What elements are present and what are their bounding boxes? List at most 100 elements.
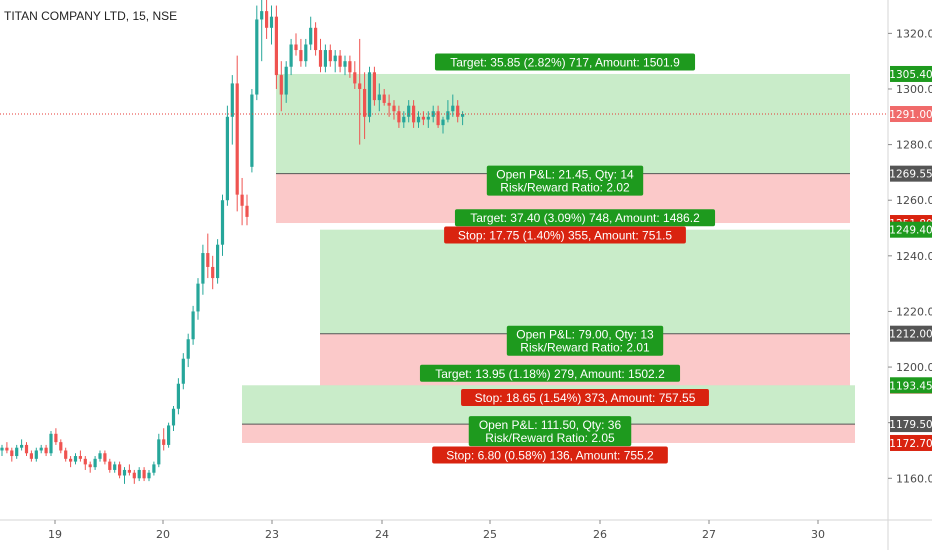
candle-body: [338, 55, 342, 67]
candle-body: [34, 450, 38, 459]
candle-body: [392, 105, 396, 112]
stop-label: Stop: 17.75 (1.40%) 355, Amount: 751.5: [444, 226, 686, 244]
candle-body: [191, 311, 195, 340]
stop-label-text: Stop: 18.65 (1.54%) 373, Amount: 757.55: [475, 391, 696, 405]
entry-price-tag-text: 1212.00: [889, 329, 932, 341]
x-tick-label: 23: [265, 528, 279, 541]
candle-body: [49, 433, 53, 454]
x-tick-label: 20: [156, 528, 170, 541]
target-price-tag: 1249.40: [889, 221, 932, 238]
candle-body: [426, 116, 430, 120]
target-label-bg: [419, 364, 681, 382]
stop-label-text: Stop: 6.80 (0.58%) 136, Amount: 755.2: [446, 448, 654, 462]
y-tick-label: 1160.00: [896, 472, 932, 485]
entry-price-tag-bg: [890, 165, 932, 182]
candle-body: [98, 453, 102, 459]
target-price-tag-text: 1305.40: [889, 69, 932, 81]
pl-label-text: Open P&L: 21.45, Qty: 14: [496, 168, 634, 182]
candle-body: [269, 16, 274, 28]
candle-body: [328, 50, 332, 62]
stop-label: Stop: 18.65 (1.54%) 373, Amount: 757.55: [461, 389, 709, 407]
candle-body: [235, 83, 239, 195]
candle-body: [318, 50, 323, 67]
candle-body: [216, 244, 220, 279]
target-price-tag: 1305.40: [889, 65, 932, 82]
candle-body: [446, 111, 450, 120]
candle-body: [456, 105, 460, 117]
target-price-tag-text: 1249.40: [889, 225, 932, 237]
candle-body: [113, 464, 117, 470]
candle-body: [382, 94, 386, 103]
x-tick-label: 27: [702, 528, 716, 541]
candle-body: [387, 102, 391, 106]
entry-price-tag-text: 1179.50: [889, 419, 932, 431]
target-label-text: Target: 13.95 (1.18%) 279, Amount: 1502.…: [435, 367, 665, 381]
candle-body: [220, 200, 225, 245]
entry-price-tag: 1179.50: [889, 416, 932, 433]
y-tick-label: 1260.00: [896, 194, 932, 207]
target-price-tag-bg: [890, 377, 932, 394]
candle-body: [127, 469, 131, 473]
candle-body: [73, 456, 78, 462]
pl-label-text: Open P&L: 111.50, Qty: 36: [479, 418, 622, 432]
candle-body: [108, 461, 112, 470]
target-label: Target: 35.85 (2.82%) 717, Amount: 1501.…: [434, 53, 696, 71]
stop-label-text: Stop: 17.75 (1.40%) 355, Amount: 751.5: [458, 229, 672, 243]
candle-body: [309, 27, 313, 45]
candle-body: [24, 444, 29, 454]
candle-body: [186, 339, 190, 359]
candle-body: [416, 116, 421, 123]
candle-body: [230, 83, 234, 117]
candle-body: [294, 44, 298, 51]
pl-label-bg: [506, 325, 664, 356]
y-tick-label: 1320.00: [896, 27, 932, 40]
candle-body: [206, 253, 210, 267]
candle-body: [314, 27, 318, 51]
candle-body: [436, 111, 440, 126]
chart-title: TITAN COMPANY LTD, 15, NSE: [4, 9, 178, 23]
pl-label-bg: [486, 165, 644, 196]
candle-body: [118, 464, 122, 476]
candle-body: [333, 55, 337, 62]
candle-body: [54, 433, 58, 443]
entry-price-tag: 1212.00: [889, 325, 932, 342]
candle-body: [171, 408, 176, 426]
candle-body: [260, 11, 264, 20]
x-tick-label: 26: [593, 528, 607, 541]
candle-body: [20, 444, 24, 448]
candle-body: [29, 453, 33, 459]
candle-body: [451, 105, 455, 112]
current-price-tag-bg: [890, 106, 932, 123]
candle-body: [5, 447, 9, 451]
target-label: Target: 13.95 (1.18%) 279, Amount: 1502.…: [419, 364, 681, 382]
stop-price-tag-text: 1172.70: [889, 438, 932, 450]
candle-body: [15, 447, 19, 457]
candle-body: [421, 116, 425, 120]
current-price-tag-text: 1291.00: [889, 109, 932, 121]
target-zone: [320, 229, 850, 334]
x-tick-label: 30: [811, 528, 825, 541]
stop-label: Stop: 6.80 (0.58%) 136, Amount: 755.2: [432, 446, 668, 464]
candle-body: [397, 111, 401, 123]
target-price-tag-text: 1193.45: [889, 380, 932, 392]
entry-price-tag-bg: [890, 416, 932, 433]
candle-body: [402, 116, 406, 123]
pl-label-text: Risk/Reward Ratio: 2.02: [500, 181, 630, 195]
target-price-tag: 1193.45: [889, 377, 932, 394]
target-zone: [276, 73, 850, 174]
candle-body: [69, 458, 73, 462]
candle-body: [196, 283, 200, 312]
pl-label-text: Risk/Reward Ratio: 2.01: [520, 341, 650, 355]
pl-label-bg: [468, 416, 632, 447]
entry-price-tag: 1269.55: [889, 165, 932, 182]
candle-body: [358, 83, 362, 89]
candle-body: [142, 469, 146, 479]
candle-body: [39, 447, 43, 451]
x-tick-label: 19: [48, 528, 62, 541]
candle-body: [162, 439, 166, 445]
target-label-bg: [434, 53, 696, 71]
candle-body: [137, 469, 141, 479]
candle-body: [78, 456, 82, 459]
